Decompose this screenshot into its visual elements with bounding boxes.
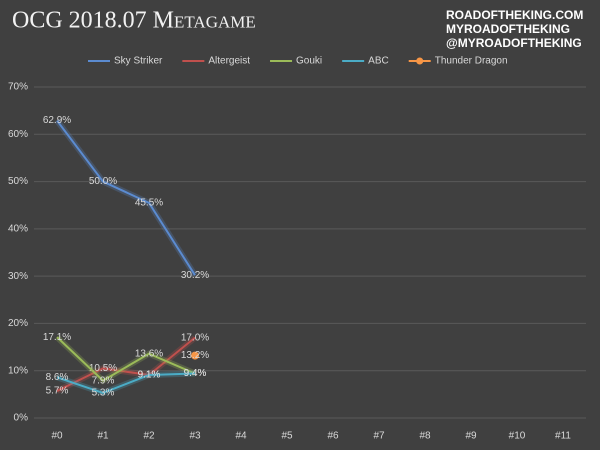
x-tick-label: #3	[189, 431, 201, 442]
y-tick-label: 30%	[8, 271, 28, 282]
data-label: 30.2%	[181, 270, 209, 281]
series-line	[56, 372, 196, 395]
point-marker	[191, 351, 199, 360]
x-tick-label: #10	[509, 431, 526, 442]
legend-label: Thunder Dragon	[435, 56, 508, 67]
series-line	[56, 336, 196, 392]
legend-label: ABC	[368, 56, 389, 67]
x-tick-label: #11	[555, 431, 571, 442]
data-label: 8.6%	[46, 372, 69, 383]
x-tick-label: #7	[373, 431, 385, 442]
data-label: 9.1%	[138, 370, 161, 381]
y-tick-label: 70%	[8, 82, 28, 93]
data-label: 9.4%	[184, 368, 207, 379]
series-line	[56, 119, 196, 276]
x-tick-label: #9	[465, 431, 477, 442]
chart-title: OCG 2018.07 Metagame	[12, 8, 256, 34]
data-label: 17.0%	[181, 332, 209, 343]
x-tick-label: #2	[143, 431, 155, 442]
watermark: @MYROADOFTHEKING	[446, 36, 582, 50]
x-tick-label: #5	[281, 431, 293, 442]
x-tick-label: #0	[51, 431, 63, 442]
x-tick-label: #6	[327, 431, 339, 442]
data-label: 13.2%	[181, 350, 209, 361]
data-label: 45.5%	[135, 197, 163, 208]
data-label: 50.0%	[89, 176, 117, 187]
data-label: 5.7%	[46, 386, 69, 397]
data-label: 62.9%	[43, 115, 71, 126]
legend-label: Gouki	[296, 56, 322, 67]
series-line	[56, 336, 196, 382]
y-tick-label: 60%	[8, 129, 28, 140]
legend-label: Sky Striker	[114, 56, 163, 67]
y-tick-label: 40%	[8, 223, 28, 234]
watermark: MYROADOFTHEKING	[446, 22, 570, 36]
y-tick-label: 50%	[8, 176, 28, 187]
data-label: 9.4%	[184, 368, 207, 379]
y-tick-label: 20%	[8, 318, 28, 329]
legend-marker	[416, 57, 424, 65]
y-tick-label: 10%	[8, 365, 28, 376]
data-label: 5.3%	[92, 388, 115, 399]
data-label: 7.9%	[92, 375, 115, 386]
x-tick-label: #8	[419, 431, 431, 442]
x-tick-label: #1	[97, 431, 109, 442]
y-tick-label: 0%	[14, 413, 29, 424]
watermark: ROADOFTHEKING.COM	[446, 8, 583, 22]
legend-label: Altergeist	[208, 56, 250, 67]
data-label: 17.1%	[43, 332, 71, 343]
x-tick-label: #4	[235, 431, 247, 442]
data-label: 13.6%	[135, 348, 163, 359]
data-label: 10.5%	[89, 363, 117, 374]
